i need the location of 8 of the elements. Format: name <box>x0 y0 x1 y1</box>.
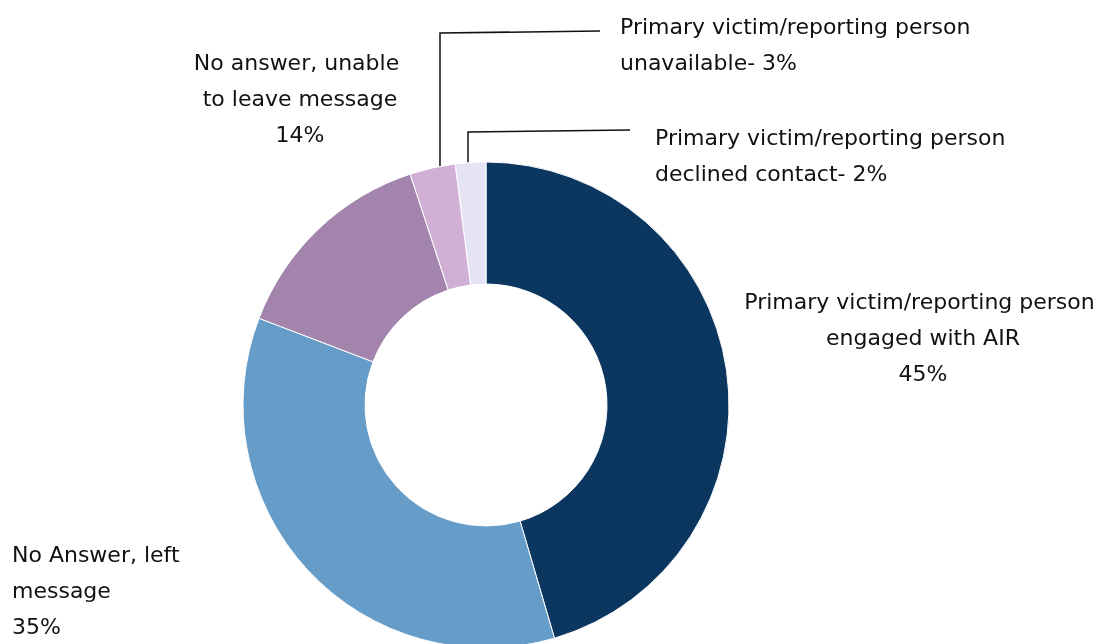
data-label: 35% <box>12 613 61 639</box>
data-label: 14% <box>275 121 325 147</box>
slice-label: Primary victim/reporting person unavailable- 3% <box>620 13 978 75</box>
data-label: 45% <box>898 360 948 386</box>
slice-label: Primary victim/reporting person declined contact- 2% <box>655 124 1013 186</box>
slice-label: No answer, unable to leave message <box>193 49 407 111</box>
slice-label: Primary victim/reporting person engaged with AIR <box>744 288 1099 350</box>
slice-label: No Answer, left message <box>12 541 187 603</box>
